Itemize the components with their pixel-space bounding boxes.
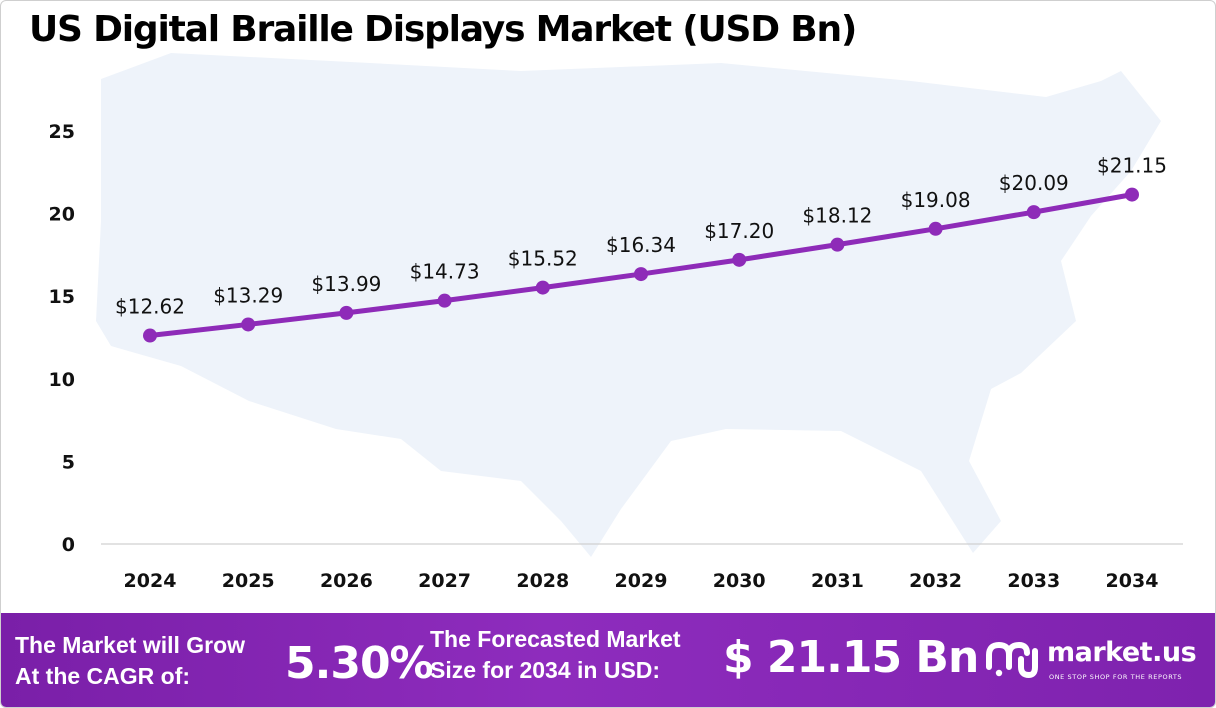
cagr-label: The Market will Grow At the CAGR of: — [15, 630, 245, 692]
data-point — [535, 280, 550, 295]
x-tick-label: 2033 — [1007, 570, 1060, 592]
data-point — [1026, 205, 1041, 220]
data-label: $20.09 — [999, 171, 1069, 195]
forecast-value: $ 21.15 Bn — [723, 632, 979, 683]
y-tick-label: 15 — [49, 286, 75, 308]
cagr-label-line1: The Market will Grow — [15, 632, 246, 658]
x-tick-label: 2027 — [418, 570, 471, 592]
x-tick-label: 2030 — [713, 570, 766, 592]
x-tick-label: 2026 — [320, 570, 373, 592]
brand-logo[interactable]: market.us ONE STOP SHOP FOR THE REPORTS — [983, 637, 1213, 697]
x-tick-label: 2025 — [222, 570, 275, 592]
forecast-label-line2: Size for 2034 in USD: — [430, 657, 661, 683]
summary-footer: The Market will Grow At the CAGR of: 5.3… — [1, 613, 1215, 707]
data-point — [437, 293, 452, 308]
data-label: $15.52 — [508, 247, 578, 271]
x-tick-label: 2034 — [1106, 570, 1159, 592]
forecast-label: The Forecasted Market Size for 2034 in U… — [430, 624, 681, 686]
y-tick-label: 25 — [49, 121, 75, 143]
data-point — [241, 317, 256, 332]
x-tick-label: 2024 — [124, 570, 177, 592]
data-point — [928, 221, 943, 236]
data-label: $16.34 — [606, 233, 676, 257]
y-tick-label: 10 — [49, 369, 75, 391]
data-point — [339, 305, 354, 320]
forecast-label-line1: The Forecasted Market — [430, 626, 681, 652]
data-label: $14.73 — [410, 260, 480, 284]
x-tick-label: 2028 — [516, 570, 569, 592]
data-label: $13.29 — [213, 283, 283, 307]
x-tick-label: 2031 — [811, 570, 864, 592]
cagr-value: 5.30% — [285, 638, 434, 689]
data-point — [143, 328, 157, 343]
us-map-background — [96, 53, 1161, 557]
data-label: $17.20 — [704, 219, 774, 243]
chart-title: US Digital Braille Displays Market (USD … — [29, 9, 857, 50]
data-label: $21.15 — [1097, 154, 1167, 178]
data-label: $13.99 — [311, 272, 381, 296]
data-point — [732, 252, 747, 267]
data-point — [634, 267, 648, 282]
data-point — [1125, 187, 1139, 202]
y-tick-label: 20 — [49, 204, 75, 226]
data-point — [830, 237, 845, 252]
data-label: $12.62 — [115, 295, 185, 319]
y-tick-label: 0 — [62, 534, 75, 556]
brand-name: market.us — [1047, 637, 1197, 668]
x-tick-label: 2032 — [909, 570, 962, 592]
brand-tagline: ONE STOP SHOP FOR THE REPORTS — [1049, 673, 1183, 681]
cagr-label-line2: At the CAGR of: — [15, 663, 191, 689]
x-tick-label: 2029 — [615, 570, 668, 592]
data-label: $19.08 — [901, 188, 971, 212]
market-us-logo-icon — [986, 641, 1038, 679]
y-tick-label: 5 — [62, 451, 75, 473]
data-label: $18.12 — [802, 204, 872, 228]
